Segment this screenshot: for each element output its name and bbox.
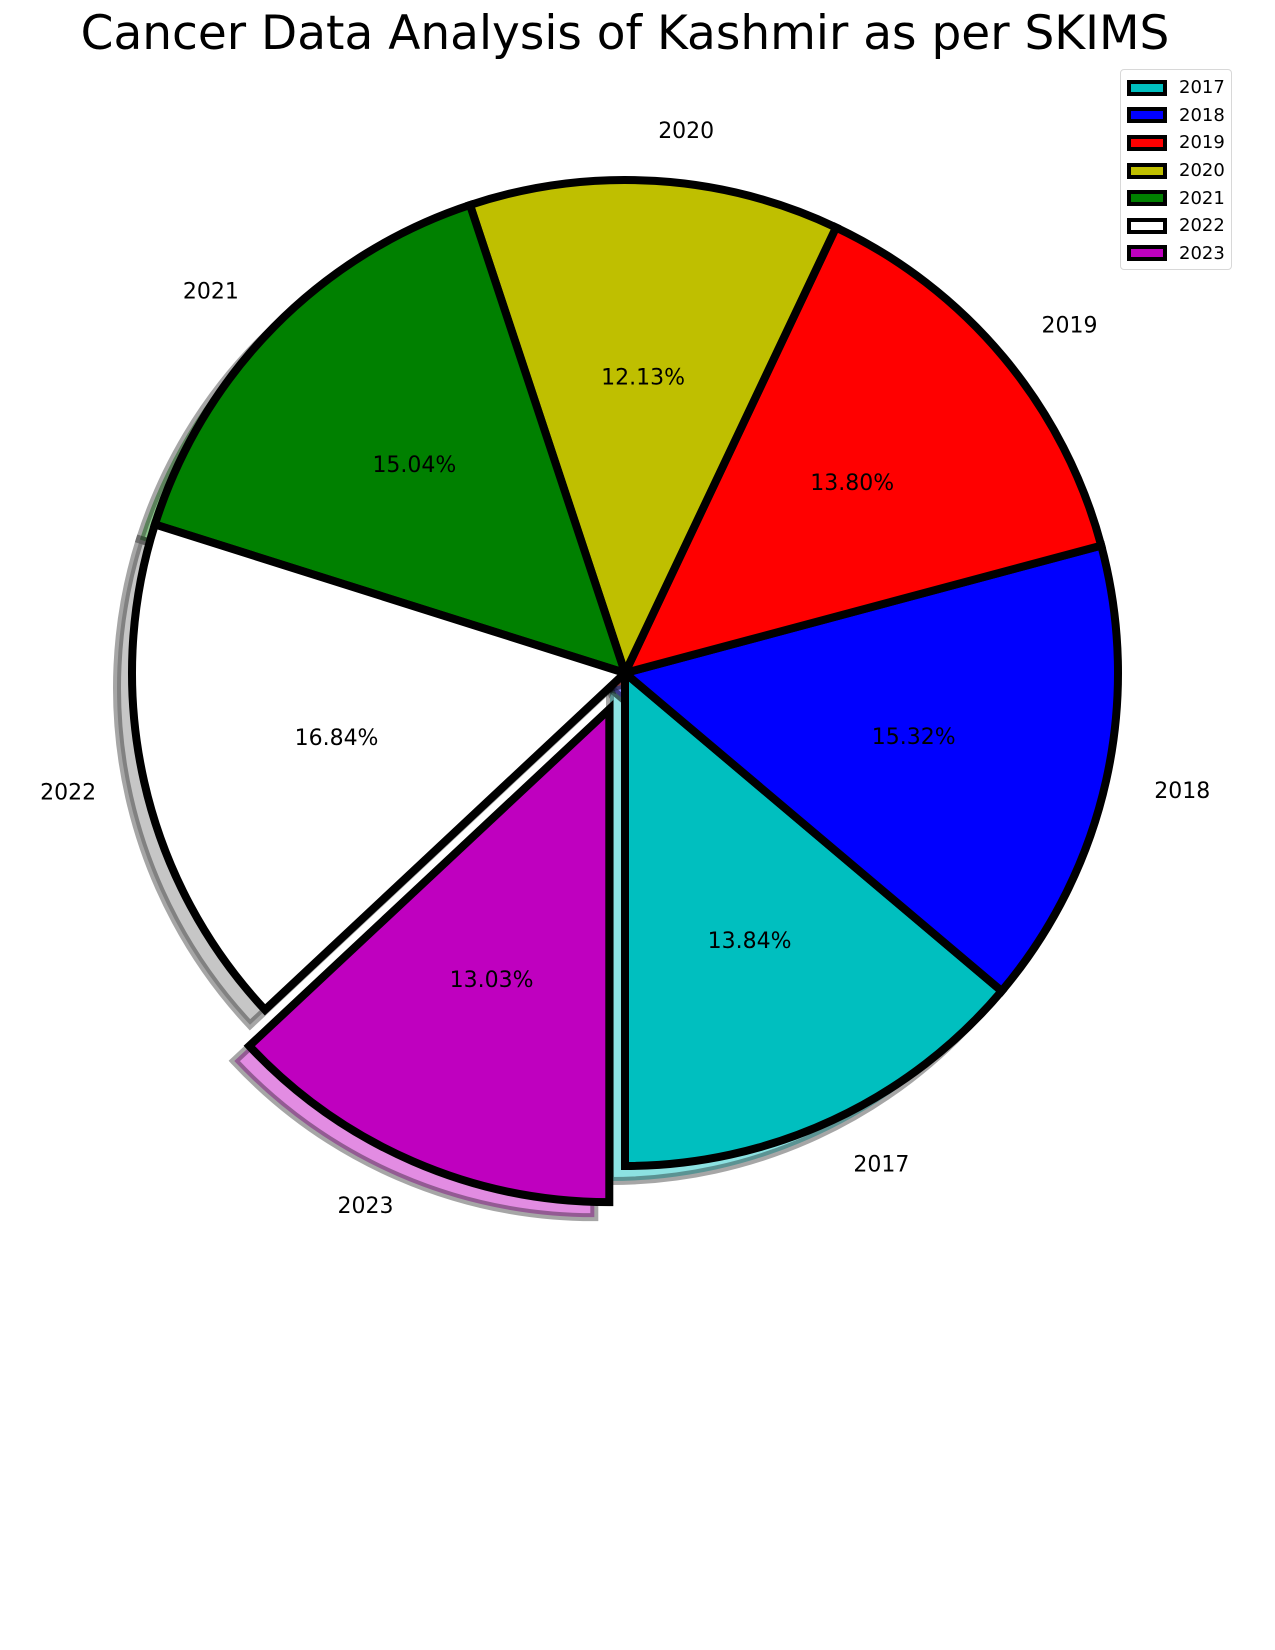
slice-labels: 2017 13.84% 2018 15.32% 2019 13.80% 2020 12.13%… xyxy=(40,119,1210,1219)
legend: 2017 2018 2019 2020 2021 2022 2023 xyxy=(1120,69,1232,271)
pie-slice-2022 xyxy=(128,519,633,1016)
pct-label-2023: 13.03% xyxy=(450,968,534,993)
pie-slice-2023 xyxy=(243,699,614,1207)
legend-swatch-2023 xyxy=(1127,245,1167,262)
pie-slice-2019 xyxy=(617,222,1107,680)
pie-slice-2020 xyxy=(464,176,842,684)
legend-entry-2022: 2022 xyxy=(1127,212,1225,240)
legend-label-2021: 2021 xyxy=(1179,187,1225,209)
slice-label-2021: 2021 xyxy=(183,280,239,305)
pie-slice-2017 xyxy=(621,664,1008,1171)
legend-entry-2021: 2021 xyxy=(1127,184,1225,212)
pie-slice-2018 xyxy=(616,540,1122,997)
legend-label-2018: 2018 xyxy=(1179,104,1225,126)
legend-label-2020: 2020 xyxy=(1179,160,1225,182)
legend-swatch-2017 xyxy=(1127,79,1167,96)
pie-slices xyxy=(128,176,1122,1207)
pct-label-2020: 12.13% xyxy=(601,365,685,390)
pct-label-2021: 15.04% xyxy=(372,453,456,478)
slice-label-2020: 2020 xyxy=(658,119,714,144)
slice-label-2023: 2023 xyxy=(337,1194,393,1219)
chart-title: Cancer Data Analysis of Kashmir as per S… xyxy=(80,6,1170,61)
legend-entry-2019: 2019 xyxy=(1127,129,1225,157)
slice-label-2022: 2022 xyxy=(40,780,96,805)
legend-swatch-2022 xyxy=(1127,217,1167,234)
pct-label-2022: 16.84% xyxy=(295,726,379,751)
legend-label-2023: 2023 xyxy=(1179,242,1225,264)
legend-entry-2020: 2020 xyxy=(1127,157,1225,185)
pct-label-2017: 13.84% xyxy=(708,929,792,954)
legend-entry-2017: 2017 xyxy=(1127,74,1225,102)
legend-swatch-2019 xyxy=(1127,134,1167,151)
slice-label-2017: 2017 xyxy=(853,1152,909,1177)
slice-label-2019: 2019 xyxy=(1042,313,1098,338)
legend-label-2019: 2019 xyxy=(1179,132,1225,154)
pct-label-2019: 13.80% xyxy=(810,471,894,496)
pct-label-2018: 15.32% xyxy=(872,725,956,750)
legend-swatch-2020 xyxy=(1127,162,1167,179)
slice-label-2018: 2018 xyxy=(1154,779,1210,804)
legend-swatch-2021 xyxy=(1127,190,1167,207)
legend-entry-2018: 2018 xyxy=(1127,102,1225,130)
pie-slice-2021 xyxy=(149,199,632,680)
legend-entry-2023: 2023 xyxy=(1127,240,1225,268)
legend-label-2017: 2017 xyxy=(1179,77,1225,99)
legend-label-2022: 2022 xyxy=(1179,215,1225,237)
legend-swatch-2018 xyxy=(1127,107,1167,124)
